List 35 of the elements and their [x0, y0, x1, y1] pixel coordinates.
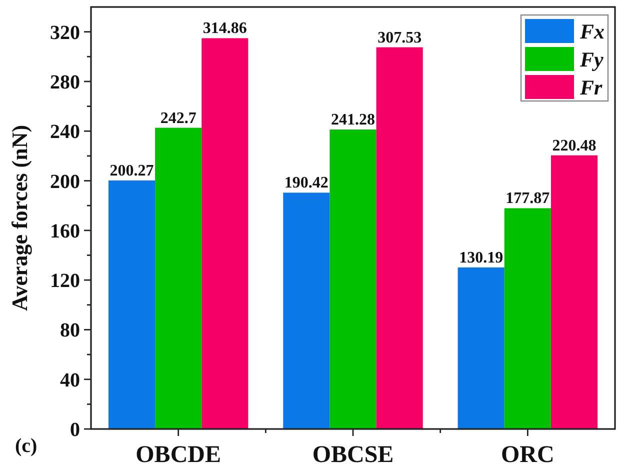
x-tick-label: ORC: [500, 442, 554, 468]
y-axis-title: Average forces (nN): [7, 124, 32, 312]
data-label: 241.28: [331, 112, 375, 129]
bar: [550, 155, 598, 429]
bar: [376, 47, 423, 429]
bar: [458, 267, 504, 429]
data-label: 190.42: [284, 174, 328, 192]
data-label: 200.27: [110, 162, 154, 180]
y-tick-label: 120: [50, 270, 80, 292]
bar: [330, 130, 376, 429]
legend-label: Fy: [579, 47, 604, 72]
data-label: 242.7: [160, 110, 196, 127]
y-tick-label: 160: [50, 220, 80, 242]
data-label: 130.19: [459, 249, 504, 266]
y-tick-label: 40: [60, 369, 80, 392]
data-label: 220.48: [552, 137, 596, 154]
y-tick-label: 0: [70, 419, 80, 441]
text: (c): [15, 435, 38, 457]
y-tick-label: 200: [50, 170, 80, 193]
bar: [504, 208, 551, 429]
bar: [155, 128, 202, 429]
y-tick-label: 240: [50, 121, 80, 144]
x-tick-label: OBCSE: [312, 442, 394, 468]
bar: [108, 180, 156, 429]
y-tick-label: 80: [60, 320, 80, 342]
data-label: 177.87: [506, 190, 550, 208]
data-label: 314.86: [202, 20, 247, 38]
legend-label: Fx: [579, 19, 605, 44]
x-tick-label: OBCDE: [136, 442, 222, 468]
bar: [283, 192, 330, 429]
data-label: 307.53: [378, 29, 422, 46]
legend-label: Fr: [579, 75, 604, 100]
y-tick-label: 320: [50, 22, 80, 44]
y-tick-label: 280: [50, 71, 80, 94]
bar: [202, 38, 248, 429]
